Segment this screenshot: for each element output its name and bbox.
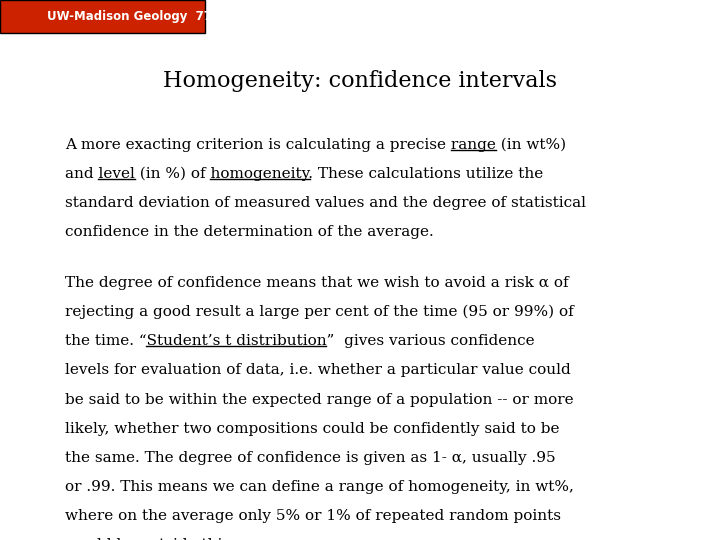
- Text: the same. The degree of confidence is given as 1- α, usually .95: the same. The degree of confidence is gi…: [65, 451, 555, 465]
- Text: UW-Madison Geology  777: UW-Madison Geology 777: [47, 10, 220, 23]
- Text: and level (in %) of homogeneity. These calculations utilize the: and level (in %) of homogeneity. These c…: [65, 167, 543, 181]
- Text: would be outside this range.: would be outside this range.: [65, 538, 284, 540]
- Text: where on the average only 5% or 1% of repeated random points: where on the average only 5% or 1% of re…: [65, 509, 561, 523]
- Text: confidence in the determination of the average.: confidence in the determination of the a…: [65, 225, 433, 239]
- Text: the time. “Student’s t distribution”  gives various confidence: the time. “Student’s t distribution” giv…: [65, 334, 534, 348]
- Text: levels for evaluation of data, i.e. whether a particular value could: levels for evaluation of data, i.e. whet…: [65, 363, 570, 377]
- Text: rejecting a good result a large per cent of the time (95 or 99%) of: rejecting a good result a large per cent…: [65, 305, 574, 320]
- Text: likely, whether two compositions could be confidently said to be: likely, whether two compositions could b…: [65, 422, 559, 436]
- Text: A more exacting criterion is calculating a precise range (in wt%): A more exacting criterion is calculating…: [65, 138, 566, 152]
- Text: standard deviation of measured values and the degree of statistical: standard deviation of measured values an…: [65, 196, 586, 210]
- Text: The degree of confidence means that we wish to avoid a risk α of: The degree of confidence means that we w…: [65, 276, 568, 290]
- Text: Homogeneity: confidence intervals: Homogeneity: confidence intervals: [163, 70, 557, 92]
- FancyBboxPatch shape: [0, 0, 205, 33]
- Text: or .99. This means we can define a range of homogeneity, in wt%,: or .99. This means we can define a range…: [65, 480, 574, 494]
- Text: be said to be within the expected range of a population -- or more: be said to be within the expected range …: [65, 393, 573, 407]
